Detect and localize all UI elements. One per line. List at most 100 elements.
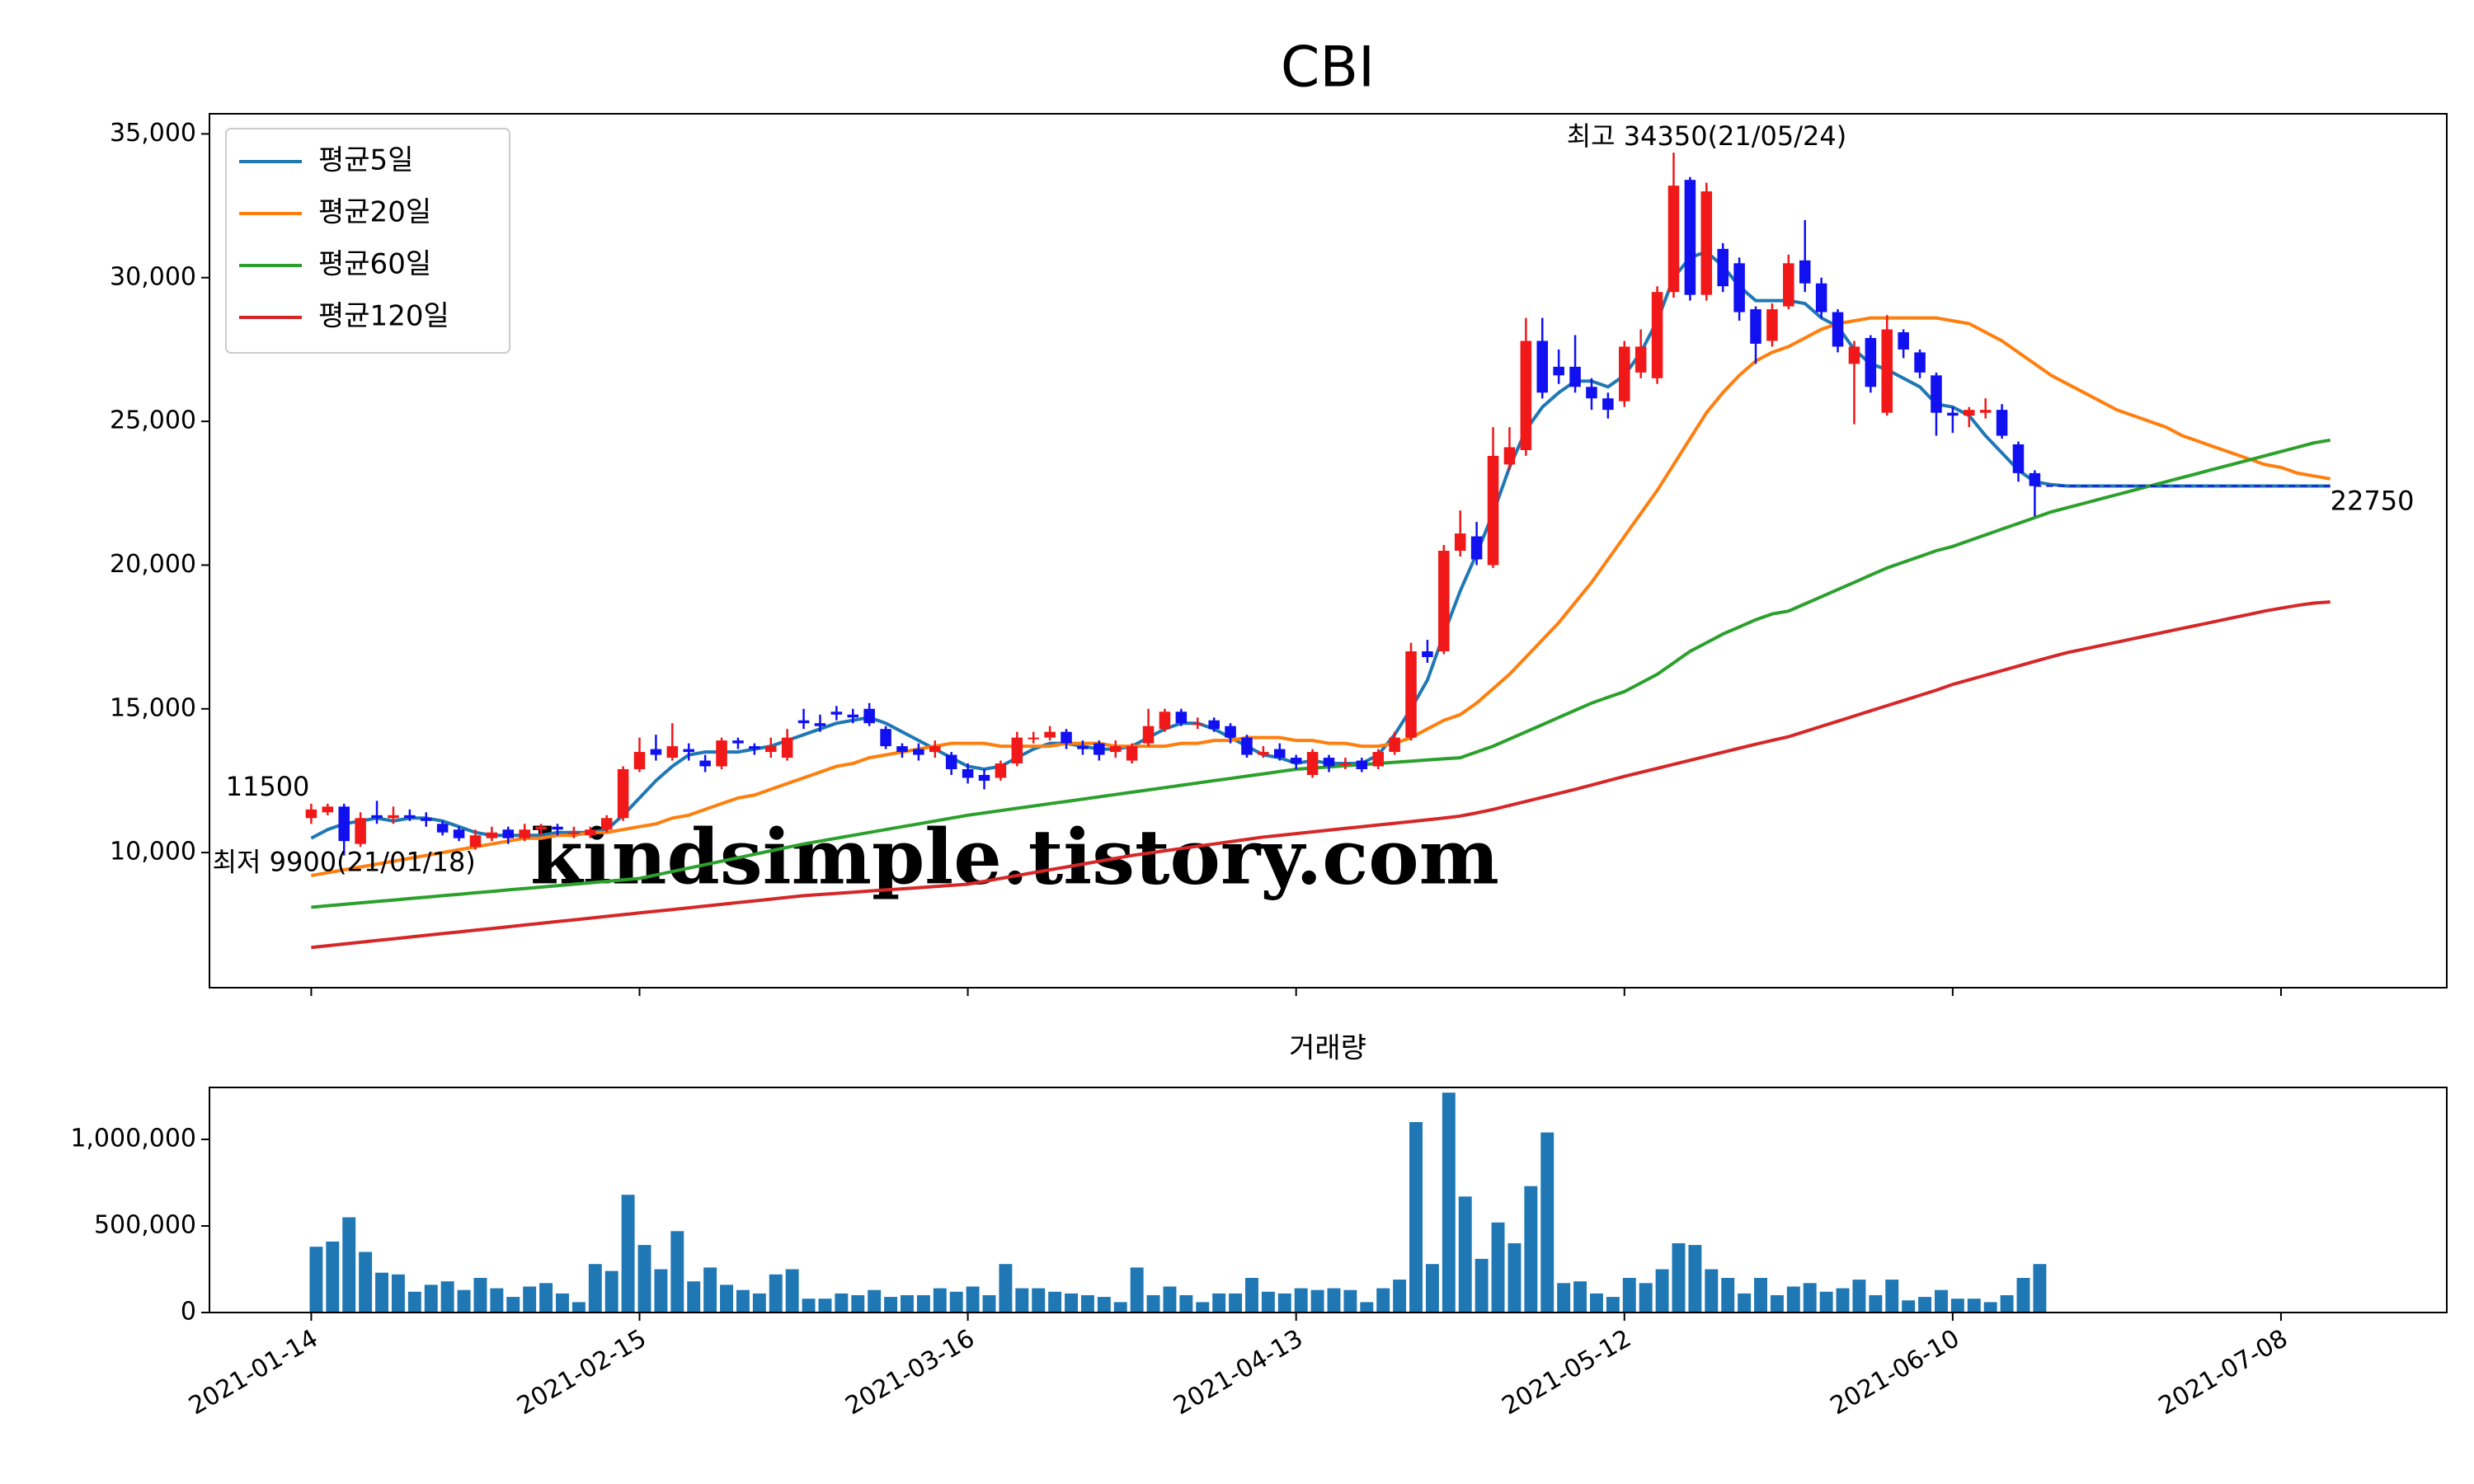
candle-body — [420, 818, 432, 821]
candle-body — [732, 740, 744, 744]
start-price-label: 11500 — [226, 771, 310, 802]
volume-bar — [1048, 1291, 1062, 1313]
y-tick-label: 1,000,000 — [70, 1125, 196, 1153]
volume-bar — [1393, 1280, 1407, 1313]
volume-bar — [457, 1289, 471, 1313]
volume-bar — [1705, 1269, 1719, 1313]
legend-label: 평균5일 — [318, 144, 413, 177]
candle-body — [699, 760, 711, 767]
candle-body — [1634, 346, 1647, 373]
volume-bar — [1032, 1288, 1046, 1313]
plot-area: kindsimple.tistory.com — [305, 153, 2331, 950]
volume-bar — [1097, 1297, 1111, 1313]
candle-body — [1389, 737, 1400, 753]
volume-bar — [1935, 1289, 1948, 1313]
candle-body — [486, 832, 498, 838]
volume-bar — [1491, 1222, 1505, 1313]
volume-bar — [670, 1231, 684, 1313]
candle-body — [749, 746, 760, 749]
candle-body — [1290, 758, 1302, 764]
moving-average-line — [311, 316, 2331, 877]
candle-body — [1274, 749, 1286, 758]
volume-title: 거래량 — [1289, 1032, 1366, 1065]
candle-body — [1339, 763, 1352, 766]
candle-body — [305, 809, 317, 819]
volume-bar — [1540, 1132, 1554, 1313]
volume-bar — [1179, 1295, 1193, 1313]
candle-body — [1109, 746, 1122, 753]
candle-body — [978, 774, 990, 781]
candle-body — [913, 749, 924, 755]
candle-body — [1438, 551, 1450, 652]
volume-bar — [1425, 1264, 1439, 1313]
plot-frame — [209, 1087, 2448, 1313]
volume-bar — [1869, 1295, 1883, 1313]
volume-bar — [654, 1269, 668, 1313]
candle-body — [1225, 726, 1236, 738]
volume-bar — [1639, 1283, 1653, 1313]
volume-bar — [375, 1272, 388, 1313]
volume-bar — [1967, 1298, 1981, 1313]
candle-body — [1832, 312, 1844, 347]
volume-bar — [802, 1298, 816, 1313]
candle-body — [633, 752, 646, 769]
candle-body — [814, 723, 826, 726]
volume-bar — [604, 1270, 618, 1313]
candle-body — [650, 749, 662, 755]
candle-body — [1848, 346, 1860, 364]
candle-body — [1700, 191, 1713, 295]
candle-body — [1520, 340, 1532, 450]
candle-body — [1947, 412, 1959, 416]
volume-bar — [391, 1274, 405, 1313]
volume-bar — [1327, 1288, 1341, 1313]
volume-bar — [309, 1247, 323, 1313]
candle-body — [1422, 651, 1433, 658]
candle-body — [1487, 455, 1499, 566]
volume-bar — [1852, 1280, 1866, 1313]
volume-bar — [1245, 1278, 1258, 1313]
volume-bar — [1590, 1293, 1603, 1313]
volume-bar — [916, 1295, 930, 1313]
y-tick-label: 25,000 — [110, 406, 196, 435]
candle-body — [1667, 186, 1680, 293]
volume-bar — [1475, 1258, 1489, 1313]
plot-frame — [209, 113, 2448, 989]
volume-bar — [1507, 1243, 1522, 1313]
volume-bar — [1146, 1295, 1160, 1313]
candle-body — [863, 708, 875, 724]
candle-body — [1964, 410, 1975, 416]
volume-bar — [621, 1195, 635, 1313]
y-tick-label: 10,000 — [110, 838, 196, 866]
candle-body — [1142, 726, 1155, 744]
candle-body — [847, 714, 859, 718]
candle-body — [1996, 410, 2008, 436]
volume-bar — [999, 1264, 1013, 1313]
volume-bar — [1080, 1295, 1094, 1313]
volume-bar — [2016, 1278, 2030, 1313]
candle-body — [1306, 752, 1319, 775]
y-tick-label: 35,000 — [110, 119, 196, 148]
volume-bar — [720, 1284, 733, 1313]
end-price-label: 22750 — [2331, 486, 2415, 517]
volume-bar — [1950, 1298, 1964, 1313]
volume-bar — [1113, 1302, 1127, 1313]
candle-body — [1536, 340, 1549, 393]
volume-bar — [1196, 1302, 1210, 1313]
candle-body — [1914, 352, 1926, 373]
volume-bar — [785, 1269, 799, 1313]
volume-bar — [1442, 1092, 1456, 1313]
volume-bar — [1721, 1278, 1735, 1313]
volume-bar — [752, 1293, 766, 1313]
candle-body — [995, 763, 1007, 778]
volume-bar — [326, 1241, 340, 1313]
candle-body — [1865, 337, 1877, 387]
candle-body — [962, 769, 974, 778]
volume-bar — [1983, 1302, 1997, 1313]
candle-body — [1175, 711, 1188, 724]
volume-bar — [982, 1295, 996, 1313]
volume-bar — [1294, 1288, 1308, 1313]
candle-body — [338, 806, 350, 842]
volume-bar — [473, 1278, 487, 1313]
volume-bar — [2000, 1295, 2014, 1313]
